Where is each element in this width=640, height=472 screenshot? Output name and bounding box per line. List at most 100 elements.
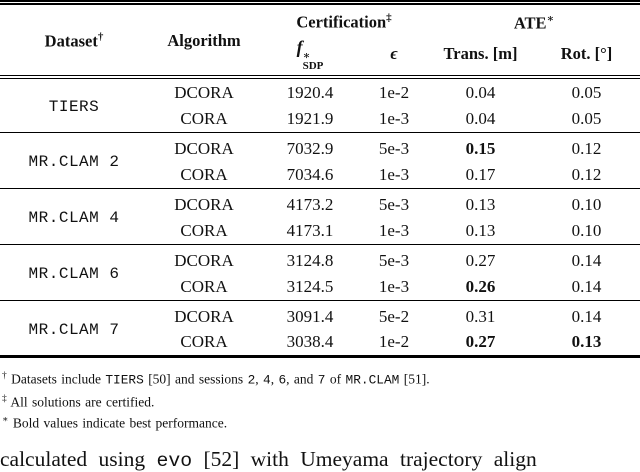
footnote-dagger: † Datasets include TIERS [50] and sessio… <box>2 367 638 390</box>
eps-cell: 1e-3 <box>378 164 410 184</box>
dataset-name-mono: MR.CLAM <box>345 372 400 388</box>
fsdp-cell: 3124.8 <box>260 244 360 273</box>
session-number-mono: 7 <box>317 372 326 388</box>
trans-cell: 0.31 <box>428 300 533 329</box>
double-dagger-symbol: ‡ <box>386 12 392 25</box>
algorithm-cell: CORA <box>180 332 228 352</box>
table-row: CORA 7034.6 1e-3 0.17 0.12 <box>0 161 640 189</box>
table-footnotes: † Datasets include TIERS [50] and sessio… <box>0 358 640 433</box>
footnote-text: Bold values indicate best performance. <box>12 415 228 431</box>
header-rot-label: Rot. [°] <box>560 44 613 64</box>
header-algorithm-label: Algorithm <box>167 31 241 51</box>
algorithm-cell: CORA <box>180 108 228 128</box>
trans-cell: 0.26 <box>465 276 496 296</box>
session-number-mono: 4 <box>263 372 271 388</box>
dataset-name-mono: TIERS <box>105 372 144 388</box>
header-ate-label: ATE <box>513 13 547 33</box>
dataset-label: MR.CLAM 6 <box>0 244 148 301</box>
fsdp-cell: 4173.1 <box>286 220 334 240</box>
footnote-star: ∗ Bold values indicate best performance. <box>2 411 638 433</box>
table-row: CORA 3038.4 1e-2 0.27 0.13 <box>0 329 640 357</box>
table-body: TIERS DCORA 1920.4 1e-2 0.04 0.05 CORA 1… <box>0 77 640 357</box>
table-row: TIERS DCORA 1920.4 1e-2 0.04 0.05 <box>0 77 640 116</box>
footnote-text: [51]. <box>399 371 430 387</box>
f-symbol: f <box>296 37 303 57</box>
dagger-marker: † <box>2 371 7 382</box>
dagger-symbol: † <box>97 31 104 44</box>
footnote-double-dagger: ‡ All solutions are certified. <box>2 390 638 412</box>
rot-cell: 0.14 <box>571 276 602 296</box>
fsdp-cell: 3038.4 <box>286 332 334 352</box>
fsdp-cell: 3091.4 <box>260 300 360 329</box>
evo-tool-name-mono: evo <box>156 450 193 472</box>
fsdp-cell: 3124.5 <box>286 276 334 296</box>
header-ate: ATE∗ <box>428 3 640 38</box>
fsdp-cell: 1920.4 <box>286 83 334 103</box>
rot-cell: 0.12 <box>533 132 640 161</box>
trans-cell: 0.27 <box>428 244 533 273</box>
footnote-text: [50] and sessions <box>143 371 248 387</box>
trans-cell: 0.15 <box>428 132 533 161</box>
body-text-segment: [52] with Umeyama trajectory align <box>192 447 537 471</box>
double-dagger-marker: ‡ <box>2 393 7 404</box>
algorithm-cell: DCORA <box>174 83 234 103</box>
rot-cell: 0.10 <box>571 220 602 240</box>
header-trans-label: Trans. [m] <box>443 44 518 64</box>
rot-cell: 0.05 <box>571 108 602 128</box>
header-fsdp: f ∗ SDP <box>260 37 360 77</box>
eps-cell: 1e-3 <box>378 276 410 296</box>
asterisk-symbol: ∗ <box>546 12 555 25</box>
session-number-mono: 2 <box>247 372 256 388</box>
rot-cell: 0.05 <box>571 83 602 103</box>
fsdp-supsub: ∗ SDP <box>302 50 324 73</box>
algorithm-cell: CORA <box>180 276 228 296</box>
trans-cell: 0.13 <box>428 188 533 217</box>
fsdp-cell: 7034.6 <box>286 164 334 184</box>
table-row: CORA 1921.9 1e-3 0.04 0.05 <box>0 105 640 133</box>
table-header: Dataset† Algorithm Certification‡ ATE∗ f… <box>0 3 640 77</box>
rot-cell: 0.13 <box>571 332 602 352</box>
header-algorithm: Algorithm <box>148 3 260 77</box>
trans-cell: 0.04 <box>465 108 496 128</box>
table-row: CORA 4173.1 1e-3 0.13 0.10 <box>0 217 640 245</box>
session-number-mono: 6 <box>278 372 287 388</box>
f-subscript: SDP <box>302 60 324 73</box>
table-row: MR.CLAM 6 DCORA 3124.8 5e-3 0.27 0.14 <box>0 244 640 301</box>
star-marker: ∗ <box>2 415 9 426</box>
body-text-segment: calculated using <box>0 447 157 471</box>
trans-cell: 0.17 <box>465 164 496 184</box>
results-table: Dataset† Algorithm Certification‡ ATE∗ f… <box>0 0 640 359</box>
trans-cell: 0.27 <box>465 332 496 352</box>
header-rot: Rot. [°] <box>533 37 640 77</box>
eps-cell: 1e-2 <box>378 83 410 103</box>
dataset-label: TIERS <box>48 98 100 117</box>
footnote-text: All solutions are certified. <box>10 394 155 410</box>
algorithm-cell: DCORA <box>148 244 260 273</box>
trans-cell: 0.13 <box>465 220 496 240</box>
dataset-label: MR.CLAM 7 <box>0 300 148 357</box>
fsdp-cell: 4173.2 <box>260 188 360 217</box>
trans-cell: 0.04 <box>465 83 496 103</box>
footnote-text: , <box>255 371 264 387</box>
eps-cell: 1e-3 <box>378 108 410 128</box>
body-paragraph-fragment: calculated using evo [52] with Umeyama t… <box>0 444 640 472</box>
rot-cell: 0.10 <box>533 188 640 217</box>
eps-cell: 1e-3 <box>378 220 410 240</box>
dataset-label: MR.CLAM 2 <box>0 132 148 189</box>
eps-cell: 5e-2 <box>360 300 428 329</box>
rot-cell: 0.14 <box>533 244 640 273</box>
rot-cell: 0.14 <box>533 300 640 329</box>
epsilon-symbol: ϵ <box>390 44 398 64</box>
fsdp-cell: 7032.9 <box>260 132 360 161</box>
fsdp-cell: 1921.9 <box>286 108 334 128</box>
footnote-text: , and <box>286 371 318 387</box>
footnote-text: , <box>270 371 279 387</box>
f-superscript: ∗ <box>302 50 311 62</box>
table-row: MR.CLAM 7 DCORA 3091.4 5e-2 0.31 0.14 <box>0 300 640 357</box>
header-trans: Trans. [m] <box>428 37 533 77</box>
header-dataset: Dataset† <box>0 3 148 77</box>
eps-cell: 5e-3 <box>360 244 428 273</box>
table-row: CORA 3124.5 1e-3 0.26 0.14 <box>0 273 640 301</box>
dataset-label: MR.CLAM 4 <box>0 188 148 245</box>
